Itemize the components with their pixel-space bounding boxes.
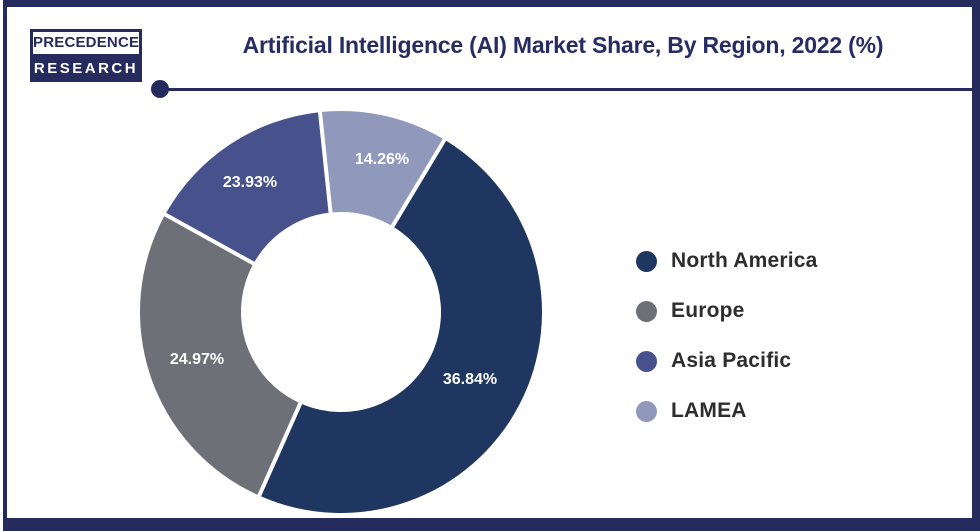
legend-swatch-icon [636, 250, 657, 272]
donut-slice-north-america [261, 140, 542, 513]
legend-label: Europe [671, 299, 745, 322]
precedence-research-logo: PRECEDENCE RESEARCH [30, 29, 142, 82]
logo-line-research: RESEARCH [30, 56, 142, 82]
slice-data-label: 36.84% [443, 371, 497, 388]
slice-data-label: 24.97% [170, 351, 224, 368]
chart-title: Artificial Intelligence (AI) Market Shar… [242, 32, 884, 58]
title-underline [161, 88, 972, 91]
legend-label: Asia Pacific [671, 349, 792, 372]
legend-label: North America [671, 249, 818, 272]
legend-swatch-icon [636, 350, 657, 372]
legend-item-lamea: LAMEA [636, 386, 818, 436]
legend-swatch-icon [636, 400, 657, 422]
donut-slice-europe [140, 216, 299, 495]
slice-data-label: 23.93% [223, 174, 277, 191]
title-underline-dot [151, 80, 169, 98]
legend-swatch-icon [636, 300, 657, 322]
legend-item-asia-pacific: Asia Pacific [636, 336, 818, 386]
legend-item-north-america: North America [636, 236, 818, 286]
donut-slice-asia-pacific [166, 112, 329, 262]
legend-label: LAMEA [671, 399, 747, 422]
chart-legend: North America Europe Asia Pacific LAMEA [636, 236, 818, 436]
logo-line-precedence: PRECEDENCE [30, 29, 142, 57]
donut-slice-lamea [321, 110, 443, 226]
legend-item-europe: Europe [636, 286, 818, 336]
slice-data-label: 14.26% [355, 151, 409, 168]
